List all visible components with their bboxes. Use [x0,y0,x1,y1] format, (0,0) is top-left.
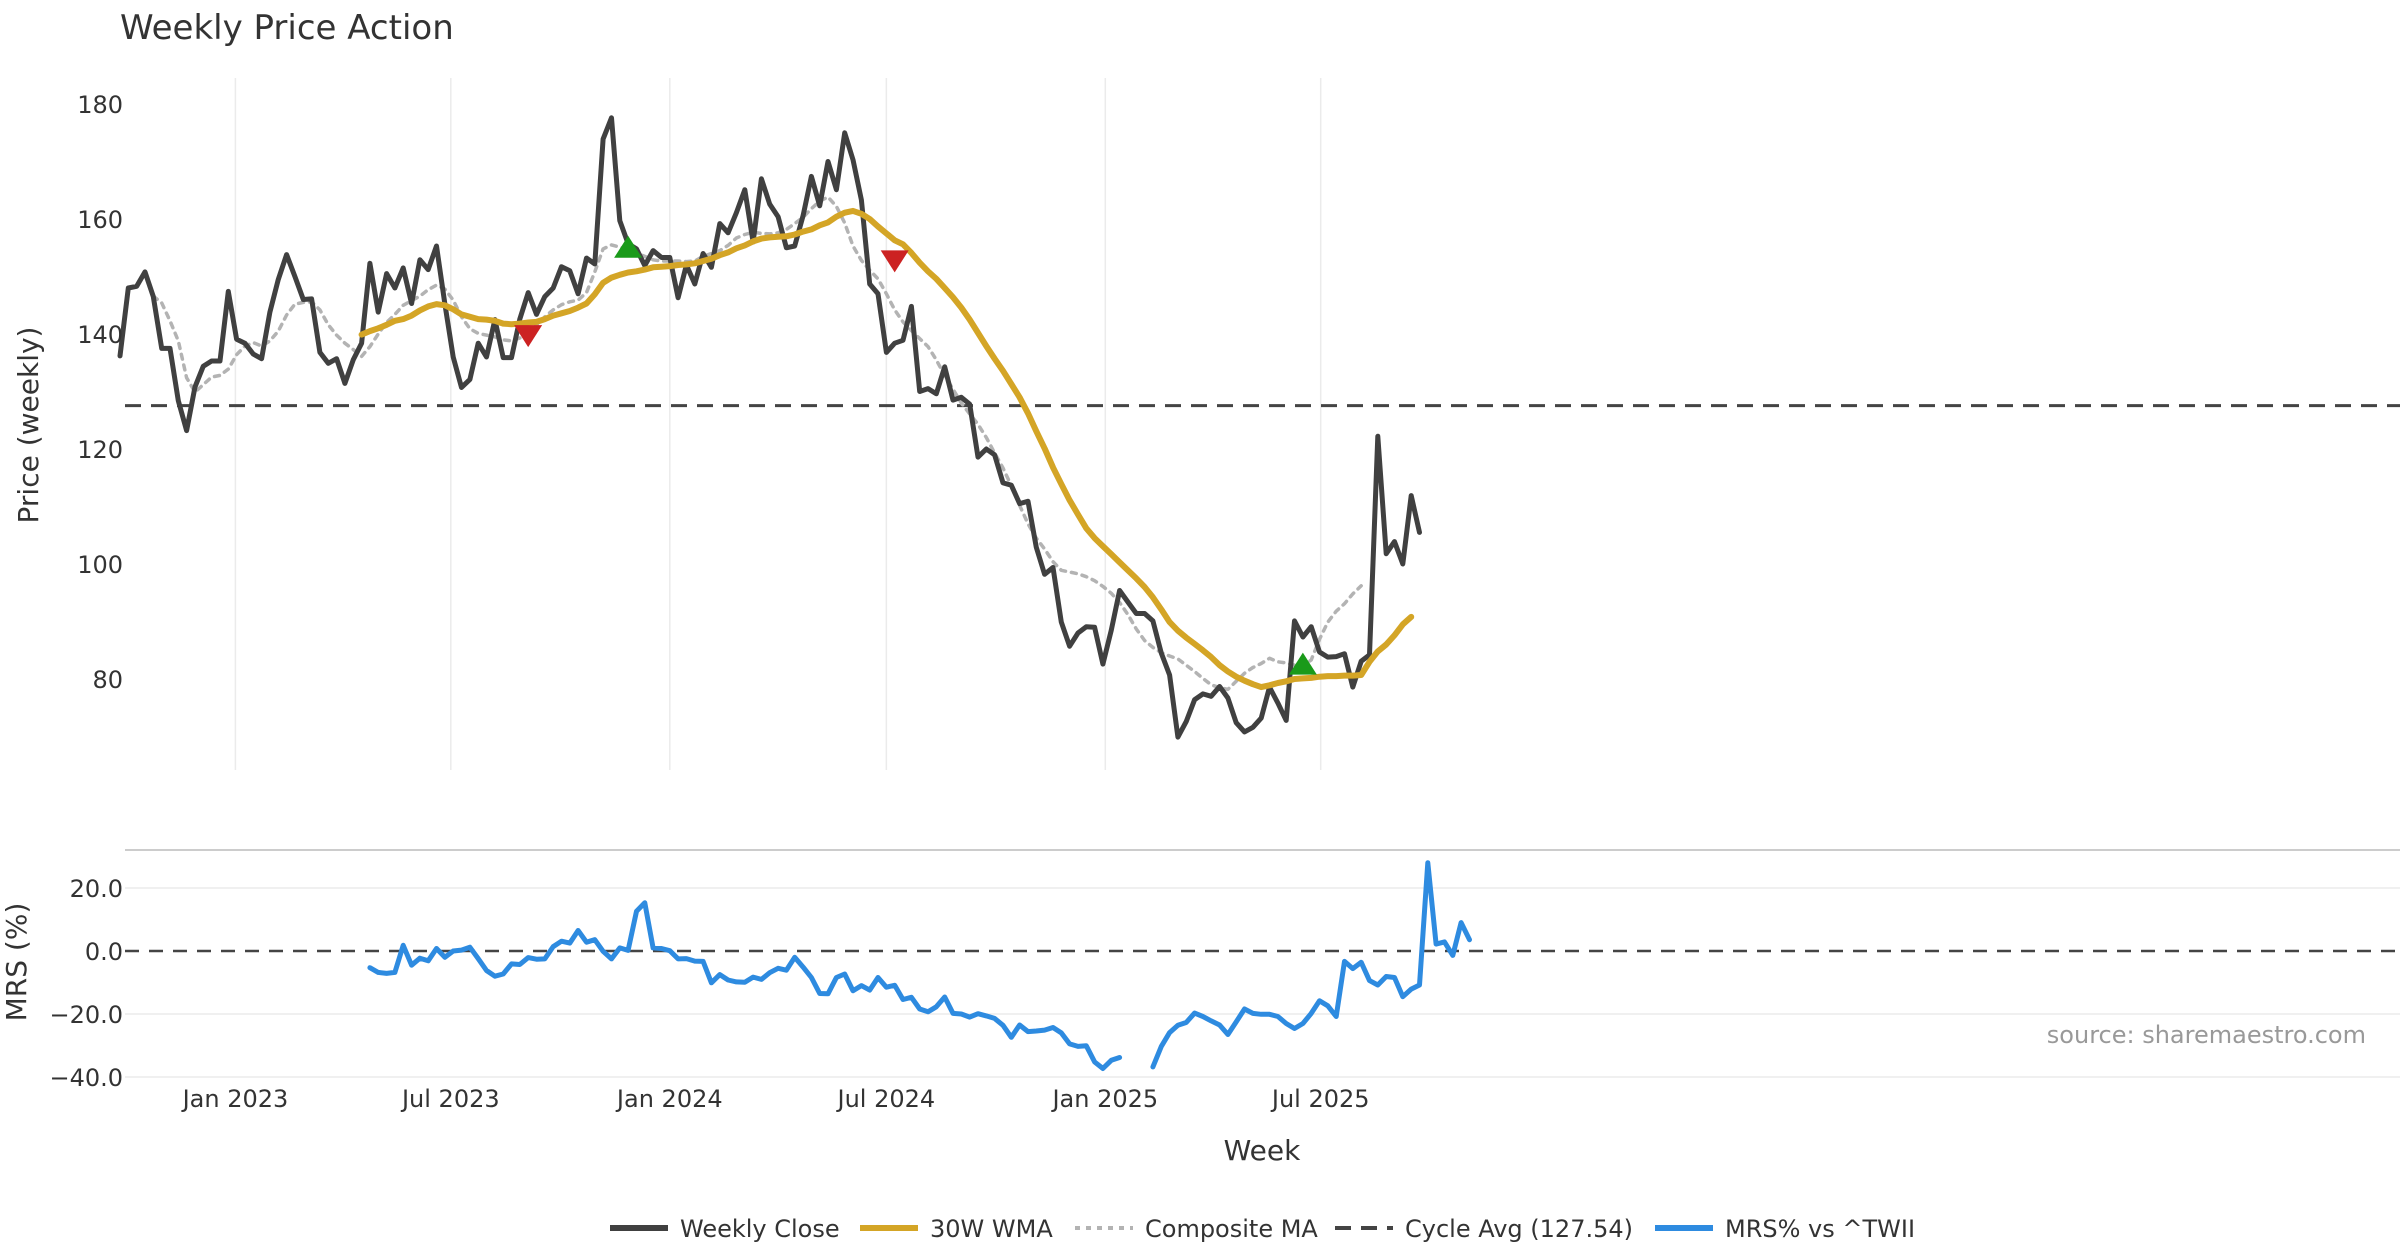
weekly-close-line [117,115,1422,740]
buy-signal-marker [614,235,643,258]
source-note: source: sharemaestro.com [2047,1021,2366,1049]
y-tick-label-mrs: −20.0 [49,1001,123,1029]
sell-signal-marker [880,250,909,273]
y-tick-label-mrs: 20.0 [70,875,123,903]
legend: Weekly Close 30W WMA Composite MA Cycle Avg… [610,1215,1915,1243]
y-axis-label-mrs: MRS (%) [0,903,33,1022]
y-tick-label-price: 140 [77,321,123,349]
mrs-panel [125,860,2400,1071]
y-tick-label-price: 100 [77,551,123,579]
x-tick-label: Jul 2025 [1270,1085,1370,1113]
y-tick-label-price: 180 [77,91,123,119]
legend-label: Weekly Close [680,1215,840,1243]
x-tick-label: Jan 2023 [181,1085,289,1113]
legend-label: Composite MA [1145,1215,1318,1243]
y-tick-label-price: 120 [77,436,123,464]
sell-signal-marker [514,325,543,348]
legend-label: MRS% vs ^TWII [1725,1215,1915,1243]
y-tick-label-mrs: −40.0 [49,1064,123,1092]
x-tick-label: Jan 2024 [615,1085,723,1113]
mrs-line [1150,860,1472,1070]
y-tick-label-price: 160 [77,206,123,234]
wma-30w-line [358,207,1415,691]
y-tick-label-price: 80 [92,666,123,694]
buy-signal-marker [1288,652,1317,675]
y-tick-label-mrs: 0.0 [85,938,123,966]
x-axis-label: Week [1224,1134,1301,1167]
legend-label: Cycle Avg (127.54) [1405,1215,1633,1243]
y-axis-label-price: Price (weekly) [12,327,45,524]
price-panel [117,115,2400,740]
mrs-line [367,900,1123,1071]
axes: Jan 2023 Jul 2023 Jan 2024 Jul 2024 Jan 2025… [49,91,1369,1113]
x-tick-label: Jan 2025 [1050,1085,1158,1113]
chart-title: Weekly Price Action [120,8,454,48]
x-tick-label: Jul 2024 [836,1085,936,1113]
legend-label: 30W WMA [930,1215,1053,1243]
x-tick-label: Jul 2023 [400,1085,500,1113]
